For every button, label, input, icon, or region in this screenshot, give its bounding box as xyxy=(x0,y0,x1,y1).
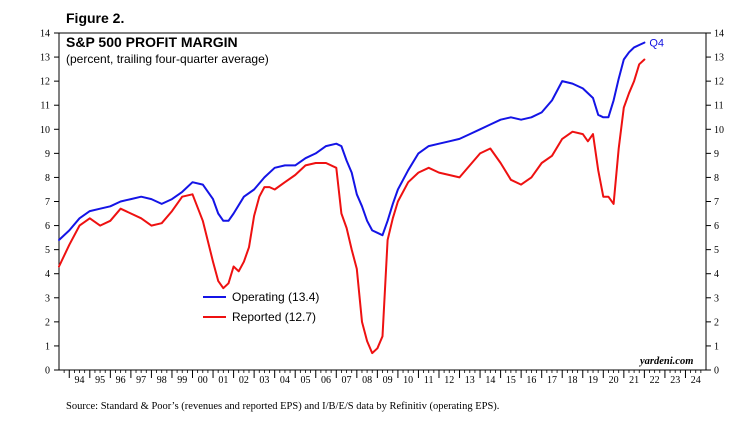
y-tick-label-left: 8 xyxy=(45,173,50,184)
source-note: Source: Standard & Poor’s (revenues and … xyxy=(66,401,500,412)
x-tick-label: 04 xyxy=(280,375,290,386)
x-tick-label: 17 xyxy=(547,375,557,386)
legend-label-operating: Operating (13.4) xyxy=(232,290,319,304)
brand-watermark: yardeni.com xyxy=(638,356,693,367)
x-tick-label: 20 xyxy=(609,375,619,386)
y-tick-label-left: 3 xyxy=(45,293,50,304)
x-tick-label: 00 xyxy=(198,375,208,386)
x-tick-label: 95 xyxy=(95,375,105,386)
y-tick-label-left: 6 xyxy=(45,221,50,232)
y-tick-label-left: 7 xyxy=(45,197,50,208)
y-tick-label-right: 5 xyxy=(714,245,719,256)
y-tick-label-right: 7 xyxy=(714,197,719,208)
x-tick-label: 15 xyxy=(506,375,516,386)
x-tick-label: 19 xyxy=(588,375,598,386)
y-tick-label-left: 13 xyxy=(40,53,50,64)
x-tick-label: 08 xyxy=(362,375,372,386)
x-tick-label: 07 xyxy=(342,375,352,386)
operating-series-line xyxy=(58,41,646,241)
y-tick-label-right: 1 xyxy=(714,341,719,352)
y-tick-label-right: 3 xyxy=(714,293,719,304)
x-tick-label: 16 xyxy=(526,375,536,386)
x-tick-label: 01 xyxy=(218,375,228,386)
y-tick-label-left: 5 xyxy=(45,245,50,256)
y-tick-label-right: 8 xyxy=(714,173,719,184)
figure-label: Figure 2. xyxy=(66,10,125,26)
x-tick-label: 09 xyxy=(383,375,393,386)
y-tick-label-right: 0 xyxy=(714,366,719,377)
y-tick-label-right: 12 xyxy=(714,77,724,88)
x-tick-label: 24 xyxy=(691,375,701,386)
x-tick-label: 03 xyxy=(259,375,269,386)
x-tick-label: 05 xyxy=(300,375,310,386)
y-tick-label-right: 10 xyxy=(714,125,724,136)
x-tick-label: 97 xyxy=(136,375,146,386)
x-tick-label: 12 xyxy=(444,375,454,386)
y-tick-label-left: 14 xyxy=(40,29,50,40)
x-tick-label: 10 xyxy=(403,375,413,386)
y-tick-label-left: 2 xyxy=(45,317,50,328)
x-tick-label: 21 xyxy=(629,375,639,386)
chart-text: S&P 500 PROFIT MARGIN (percent, trailing… xyxy=(66,34,693,367)
reported-series-line xyxy=(58,58,646,355)
y-tick-label-right: 9 xyxy=(714,149,719,160)
x-tick-label: 23 xyxy=(670,375,680,386)
y-tick-label-right: 11 xyxy=(714,101,724,112)
y-tick-label-right: 6 xyxy=(714,221,719,232)
y-tick-label-left: 11 xyxy=(40,101,50,112)
y-tick-label-left: 10 xyxy=(40,125,50,136)
endpoint-label: Q4 xyxy=(649,38,664,50)
y-tick-label-right: 14 xyxy=(714,29,724,40)
x-tick-label: 11 xyxy=(424,375,434,386)
y-tick-label-left: 9 xyxy=(45,149,50,160)
x-tick-label: 98 xyxy=(157,375,167,386)
y-tick-label-right: 13 xyxy=(714,53,724,64)
chart-legend: Operating (13.4) Reported (12.7) xyxy=(203,290,319,324)
y-tick-label-left: 1 xyxy=(45,341,50,352)
chart-title: S&P 500 PROFIT MARGIN xyxy=(66,34,238,50)
y-tick-label-left: 12 xyxy=(40,77,50,88)
x-tick-label: 14 xyxy=(485,375,495,386)
x-tick-label: 22 xyxy=(650,375,660,386)
x-tick-label: 18 xyxy=(567,375,577,386)
x-tick-label: 13 xyxy=(465,375,475,386)
chart-subtitle: (percent, trailing four-quarter average) xyxy=(66,52,269,66)
x-tick-label: 02 xyxy=(239,375,249,386)
chart-series: Q4 xyxy=(58,38,664,355)
x-tick-label: 94 xyxy=(75,375,85,386)
x-tick-label: 06 xyxy=(321,375,331,386)
y-tick-label-left: 0 xyxy=(45,366,50,377)
y-tick-label-left: 4 xyxy=(45,269,50,280)
legend-label-reported: Reported (12.7) xyxy=(232,310,316,324)
y-tick-label-right: 2 xyxy=(714,317,719,328)
x-tick-label: 96 xyxy=(116,375,126,386)
y-tick-label-right: 4 xyxy=(714,269,719,280)
x-tick-label: 99 xyxy=(177,375,187,386)
